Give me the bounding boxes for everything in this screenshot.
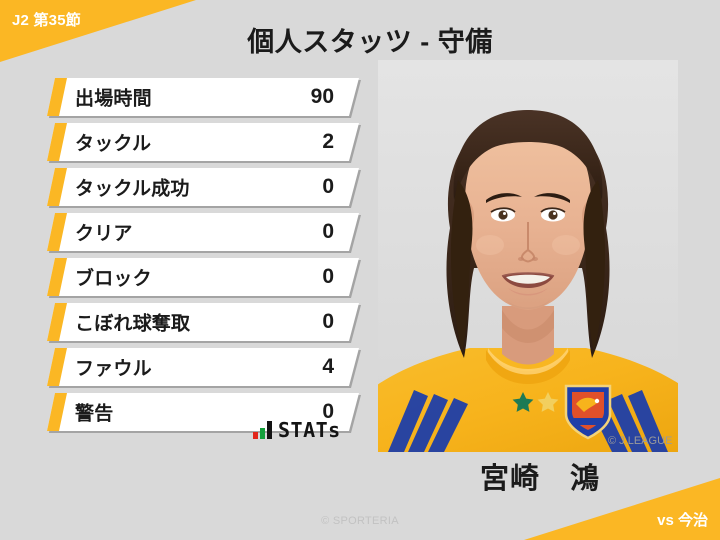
stat-label: 警告 — [75, 403, 114, 425]
stat-row-background — [47, 303, 359, 341]
stat-row-background — [47, 213, 359, 251]
stat-label: 出場時間 — [75, 88, 152, 110]
stat-value: 0 — [322, 265, 334, 288]
stat-label: こぼれ球奪取 — [75, 313, 191, 335]
stat-value: 0 — [322, 175, 334, 198]
stat-row-background — [47, 258, 359, 296]
site-credit: © SPORTERIA — [321, 515, 399, 527]
stat-label: ファウル — [75, 358, 152, 380]
stat-value: 90 — [310, 85, 334, 108]
stat-label: タックル成功 — [75, 178, 190, 200]
opponent-label: vs 今治 — [657, 512, 708, 529]
stat-label: ブロック — [75, 268, 152, 290]
stat-value: 0 — [322, 310, 334, 333]
stat-row: タックル 2 — [47, 123, 359, 161]
stat-label: クリア — [75, 223, 133, 245]
photo-credit: © J.LEAGUE — [608, 435, 673, 447]
player-photo — [378, 60, 678, 452]
stat-row-background — [47, 393, 359, 431]
stat-row: ファウル 4 — [47, 348, 359, 386]
stat-row: こぼれ球奪取 0 — [47, 303, 359, 341]
player-portrait-illustration — [378, 60, 678, 452]
stat-label: タックル — [75, 133, 152, 155]
logo-bar-black — [267, 421, 272, 439]
logo-bar-green — [260, 428, 265, 439]
stat-row: 出場時間 90 — [47, 78, 359, 116]
match-round-label: J2 第35節 — [12, 12, 81, 29]
stat-value: 0 — [322, 220, 334, 243]
page-title: 個人スタッツ - 守備 — [247, 27, 493, 57]
stat-value: 2 — [322, 130, 334, 153]
stat-row-background — [47, 123, 359, 161]
stats-logo: STATs — [253, 418, 341, 442]
stat-row: 警告 0 — [47, 393, 359, 431]
stat-row-background — [47, 168, 359, 206]
stat-row: クリア 0 — [47, 213, 359, 251]
stat-value: 0 — [322, 400, 334, 423]
stat-row: ブロック 0 — [47, 258, 359, 296]
logo-bar-red — [253, 432, 258, 439]
stat-row: タックル成功 0 — [47, 168, 359, 206]
bar-chart-icon — [253, 421, 272, 439]
stat-row-background — [47, 348, 359, 386]
stat-value: 4 — [322, 355, 334, 378]
player-name: 宮崎 鴻 — [479, 463, 600, 495]
stats-logo-text: STATs — [278, 418, 341, 442]
stats-list: 出場時間 90 タックル 2 タックル成功 0 クリア 0 ブロック 0 — [47, 78, 359, 438]
stat-row-background — [47, 78, 359, 116]
